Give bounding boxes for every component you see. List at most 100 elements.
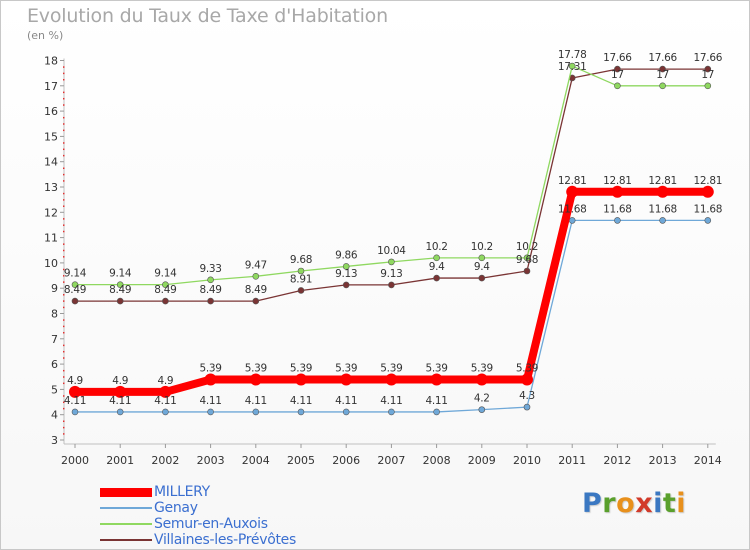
series-1-point-2013 — [659, 217, 666, 224]
series-1-label-2011: 11.68 — [558, 203, 587, 215]
y-minor-dot-6-1 — [63, 357, 65, 359]
series-3-point-2010 — [523, 267, 531, 275]
series-2-label-2013: 17 — [656, 69, 669, 81]
series-2-point-2013 — [659, 82, 666, 90]
series-3-point-2012 — [614, 65, 621, 73]
y-minor-dot-4-3 — [63, 395, 65, 397]
series-3-label-2010: 9.68 — [516, 254, 538, 266]
y-minor-dot-17-3 — [63, 66, 65, 68]
series-1-point-2000 — [71, 408, 79, 416]
y-minor-dot-3-1 — [63, 433, 65, 435]
series-3-point-2003 — [207, 297, 214, 305]
series-2-label-2011: 17.78 — [558, 49, 587, 61]
y-tick-label-6: 6 — [51, 358, 58, 371]
series-0-label-2002: 4.9 — [157, 375, 173, 387]
x-tick-label-2002: 2002 — [151, 454, 179, 467]
series-2-point-2004 — [252, 273, 260, 280]
x-tick-label-2001: 2001 — [106, 454, 134, 467]
chart-title: Evolution du Taux de Taxe d'Habitation — [27, 5, 388, 27]
series-2-point-2012 — [614, 82, 621, 90]
series-1-point-2007 — [388, 408, 395, 416]
series-3-label-2009: 9.4 — [474, 261, 490, 273]
series-2-point-2005 — [297, 267, 305, 275]
x-tick-label-2006: 2006 — [332, 454, 360, 467]
series-1-point-2002 — [162, 408, 169, 416]
proxiti-logo: Proxiti — [582, 488, 687, 519]
y-minor-dot-15-1 — [63, 129, 65, 132]
series-0-label-2006: 5.39 — [335, 363, 357, 375]
series-2-point-2014 — [704, 82, 712, 90]
series-1-point-2012 — [614, 217, 621, 224]
y-minor-dot-17-2 — [63, 72, 65, 75]
series-0-point-2014 — [701, 185, 714, 198]
series-3-label-2005: 8.91 — [290, 273, 312, 285]
series-0-point-2007 — [385, 373, 398, 386]
series-1-label-2009: 4.2 — [474, 393, 490, 405]
series-0-label-2004: 5.39 — [245, 363, 267, 375]
series-0-point-2008 — [430, 373, 443, 386]
y-tick-label-12: 12 — [44, 206, 58, 219]
series-0-label-2000: 4.9 — [67, 375, 83, 387]
y-minor-dot-14-2 — [63, 148, 65, 151]
series-2-point-2007 — [388, 258, 395, 266]
legend-swatch-genay — [100, 507, 152, 509]
series-3-label-2002: 8.49 — [154, 284, 176, 296]
legend-label-semur: Semur-en-Auxois — [154, 516, 268, 532]
y-minor-dot-11-1 — [63, 230, 65, 233]
series-0-point-2009 — [475, 373, 488, 386]
x-tick-label-2003: 2003 — [197, 454, 225, 467]
series-0-label-2012: 12.81 — [603, 175, 632, 187]
series-2-point-2000 — [71, 281, 79, 288]
series-1-label-2012: 11.68 — [603, 203, 632, 215]
series-3-point-2009 — [478, 274, 486, 282]
y-tick-label-4: 4 — [51, 409, 58, 422]
y-minor-dot-5-3 — [63, 369, 65, 372]
series-3-point-2014 — [704, 65, 712, 73]
series-3-point-2005 — [297, 287, 305, 294]
series-1-point-2014 — [704, 217, 712, 224]
series-3-point-2008 — [433, 274, 440, 282]
series-3-point-2004 — [252, 297, 260, 305]
y-minor-dot-17-1 — [63, 78, 65, 81]
series-2-label-2009: 10.2 — [471, 241, 493, 253]
y-minor-dot-16-3 — [63, 91, 65, 94]
series-2-point-2006 — [342, 263, 350, 270]
series-1-point-2008 — [433, 408, 440, 416]
series-1-point-2010 — [523, 403, 531, 411]
series-2-label-2000: 9.14 — [64, 268, 87, 280]
series-0-label-2013: 12.81 — [648, 175, 677, 187]
y-minor-dot-9-1 — [63, 281, 65, 283]
series-2-label-2005: 9.68 — [290, 254, 312, 266]
series-0-point-2002 — [159, 385, 172, 398]
series-2-label-2001: 9.14 — [109, 268, 132, 280]
y-minor-dot-16-1 — [63, 104, 65, 106]
series-2-label-2008: 10.2 — [426, 241, 448, 253]
y-minor-dot-5-2 — [63, 376, 65, 378]
y-minor-dot-8-2 — [63, 300, 65, 302]
legend-label-genay: Genay — [154, 500, 198, 516]
series-2-point-2009 — [478, 254, 486, 262]
x-tick-label-2008: 2008 — [423, 454, 451, 467]
series-2-label-2002: 9.14 — [154, 268, 177, 280]
series-3-label-2007: 9.13 — [380, 268, 402, 280]
y-minor-dot-6-2 — [63, 350, 65, 353]
series-0-label-2009: 5.39 — [471, 363, 493, 375]
line-chart: 3 4 5 6 7 8 9 10 11 12 13 14 15 16 17 18 2000 2001 2002 200… — [44, 49, 723, 467]
series-1-label-2004: 4.11 — [245, 395, 267, 407]
series-0-point-2001 — [114, 385, 127, 398]
x-tick-label-2014: 2014 — [694, 454, 722, 467]
series-0-label-2014: 12.81 — [694, 175, 723, 187]
series-1-label-2000: 4.11 — [64, 395, 86, 407]
series-3-label-2003: 8.49 — [200, 284, 222, 296]
y-tick-label-7: 7 — [51, 333, 58, 346]
series-1-label-2013: 11.68 — [648, 203, 677, 215]
y-tick-label-13: 13 — [44, 181, 58, 194]
y-tick-label-8: 8 — [51, 308, 58, 321]
y-tick-label-3: 3 — [51, 434, 58, 447]
series-1-label-2001: 4.11 — [109, 395, 131, 407]
x-tick-label-2005: 2005 — [287, 454, 315, 467]
y-tick-label-17: 17 — [44, 80, 58, 93]
series-0-point-2003 — [204, 373, 217, 386]
y-minor-dot-7-3 — [63, 319, 65, 321]
series-0-label-2001: 4.9 — [112, 375, 128, 387]
